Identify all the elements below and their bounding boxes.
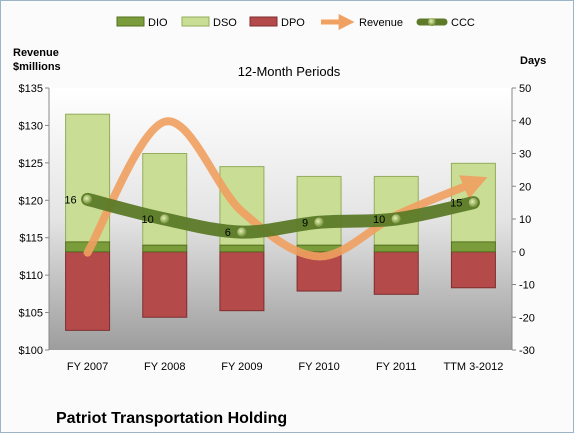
ccc-point: [236, 226, 248, 238]
ccc-line: [81, 192, 480, 239]
ccc-point: [159, 213, 170, 225]
right-axis-title: Days: [520, 55, 546, 67]
right-tick-label: -20: [519, 312, 535, 324]
left-tick-label: $130: [19, 120, 43, 132]
x-tick-label: TTM 3-2012: [443, 361, 503, 373]
left-tick-label: $100: [19, 345, 43, 357]
ccc-data-label: 10: [142, 214, 154, 226]
legend-label: DIO: [148, 17, 168, 29]
right-tick-label: 10: [519, 214, 531, 226]
ccc-data-label: 10: [373, 214, 385, 226]
left-tick-label: $125: [19, 158, 43, 170]
ccc-data-label: 9: [302, 217, 308, 229]
right-tick-label: -10: [519, 280, 535, 292]
legend-item-revenue: Revenue: [321, 13, 403, 31]
right-tick-label: 0: [519, 247, 525, 259]
left-tick-label: $120: [19, 195, 43, 207]
legend-item-ccc: CCC: [416, 17, 475, 29]
legend-label: DSO: [213, 17, 237, 29]
ccc-point: [82, 194, 93, 205]
x-tick-label: FY 2009: [221, 361, 262, 373]
x-tick-label: FY 2007: [67, 361, 108, 373]
bar-dio: [142, 244, 188, 253]
ccc-data-label: 15: [450, 198, 462, 210]
right-tick-label: 30: [519, 149, 531, 161]
bar-dio: [219, 244, 265, 253]
legend-item-dso: DSO: [181, 16, 237, 29]
ccc-data-label: 16: [64, 194, 76, 206]
legend-marker: [428, 18, 436, 26]
legend-label: DPO: [281, 17, 305, 29]
legend-swatch: [116, 16, 145, 27]
bar-dso: [142, 153, 188, 246]
legend: DIO DSO DPO Revenue CCC: [116, 13, 475, 31]
legend-item-dio: DIO: [116, 16, 168, 29]
right-tick-label: 40: [519, 116, 531, 128]
chart-subtitle: 12-Month Periods: [238, 64, 341, 79]
x-tick-label: FY 2011: [376, 361, 417, 373]
plot-area: [49, 88, 512, 350]
ccc-point: [468, 197, 479, 208]
bar-dpo: [373, 251, 419, 295]
right-tick-label: 20: [519, 181, 531, 193]
ccc-point: [313, 217, 325, 228]
legend-swatch: [249, 16, 278, 27]
left-tick-label: $135: [19, 83, 43, 95]
left-axis-title-line2: $millions: [13, 61, 61, 73]
bar-dpo: [450, 251, 496, 289]
bar-dso: [296, 175, 342, 246]
legend-item-dpo: DPO: [249, 16, 305, 29]
ccc-series: 16 10 6 9 10 15: [64, 192, 480, 239]
left-tick-label: $105: [19, 308, 43, 320]
bar-dpo: [219, 251, 265, 312]
company-name: Patriot Transportation Holding: [56, 410, 287, 427]
ccc-point: [391, 213, 402, 225]
left-tick-label: $110: [19, 270, 43, 282]
bar-dpo: [142, 251, 188, 318]
x-tick-label: FY 2010: [298, 361, 339, 373]
legend-swatch: [181, 16, 210, 27]
bar-dio: [450, 241, 496, 253]
ccc-data-label: 6: [225, 227, 231, 239]
x-tick-label: FY 2008: [144, 361, 185, 373]
bar-dpo: [65, 251, 111, 331]
legend-label: CCC: [451, 17, 475, 29]
legend-label: Revenue: [359, 17, 403, 29]
left-tick-label: $115: [19, 233, 43, 245]
bar-dpo: [296, 251, 342, 292]
x-axis: FY 2007 FY 2008 FY 2009 FY 2010 FY 2011 TTM 3…: [67, 361, 503, 373]
right-tick-label: 50: [519, 83, 531, 95]
left-axis-title-line1: Revenue: [13, 47, 59, 59]
right-axis: -30 -20 -10 0 10 20 30 40 50: [511, 83, 535, 357]
left-axis: $100 $105 $110 $115 $120 $125 $130 $135: [19, 83, 50, 357]
bar-dio: [373, 244, 419, 253]
right-tick-label: -30: [519, 345, 535, 357]
